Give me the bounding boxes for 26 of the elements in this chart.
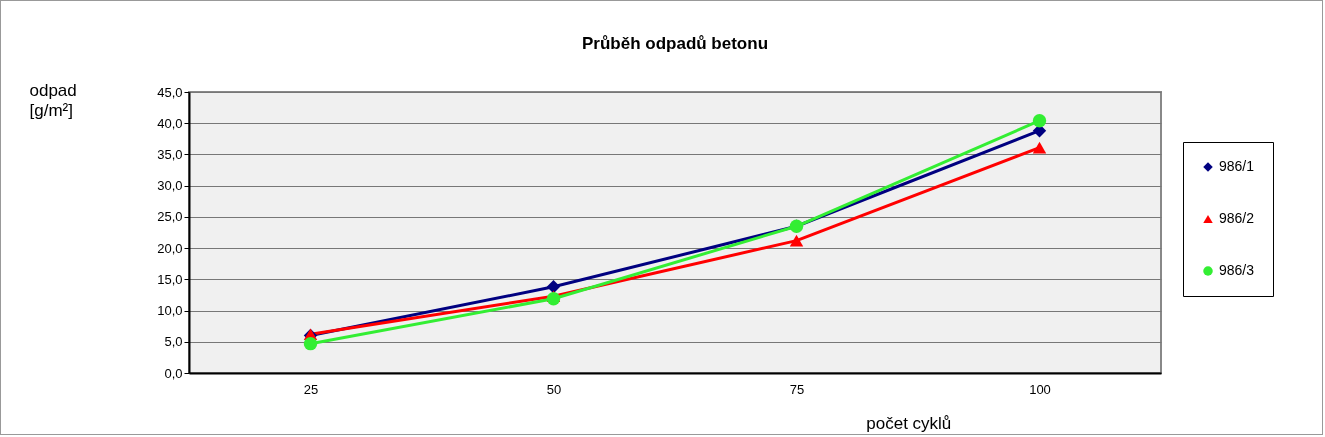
legend-label: 986/1 bbox=[1219, 158, 1255, 174]
y-tick-label: 35,0 bbox=[157, 146, 183, 162]
y-tick-label: 15,0 bbox=[157, 271, 183, 287]
point bbox=[303, 336, 318, 351]
y-axis-title: odpad [g/m²] bbox=[29, 80, 77, 120]
point bbox=[789, 234, 804, 247]
x-tick-label: 100 bbox=[1029, 381, 1051, 397]
legend-label: 986/2 bbox=[1219, 210, 1255, 226]
y-tick-label: 0,0 bbox=[164, 365, 183, 381]
y-tick-label: 10,0 bbox=[157, 303, 183, 319]
y-tick-label: 25,0 bbox=[157, 209, 183, 225]
point bbox=[1032, 114, 1047, 128]
chart-title: Průběh odpadů betonu bbox=[581, 34, 769, 53]
x-tick-label: 25 bbox=[303, 381, 319, 397]
legend-label: 986/3 bbox=[1219, 262, 1255, 278]
y-tick-label: 30,0 bbox=[157, 178, 183, 194]
x-tick-label: 50 bbox=[546, 381, 562, 397]
y-tick-label: 5,0 bbox=[164, 334, 183, 350]
y-tick-label: 20,0 bbox=[157, 240, 183, 256]
x-tick-label: 75 bbox=[789, 381, 805, 397]
y-tick-label: 45,0 bbox=[157, 84, 183, 100]
point bbox=[1032, 141, 1047, 154]
x-axis-title: počet cyklů bbox=[866, 413, 952, 433]
point bbox=[546, 280, 561, 294]
y-tick-label: 40,0 bbox=[157, 115, 183, 131]
point bbox=[546, 292, 561, 306]
